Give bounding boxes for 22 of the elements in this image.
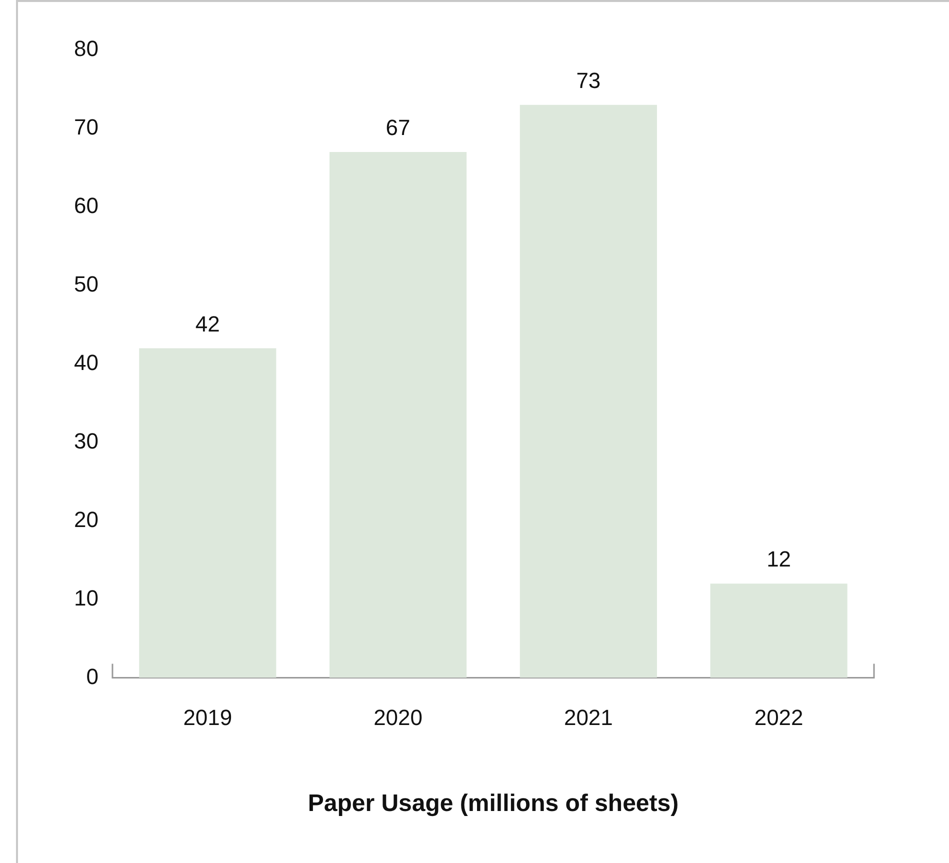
y-tick-label: 60 bbox=[74, 193, 98, 218]
x-axis-title: Paper Usage (millions of sheets) bbox=[308, 790, 679, 818]
y-tick-label: 70 bbox=[74, 114, 98, 140]
x-tick-label: 2020 bbox=[374, 705, 423, 730]
y-tick-label: 80 bbox=[74, 36, 98, 62]
x-tick-label: 2019 bbox=[183, 705, 232, 730]
x-tick-label: 2022 bbox=[754, 705, 804, 730]
y-tick-label: 10 bbox=[74, 585, 98, 610]
y-tick-label: 30 bbox=[74, 428, 98, 454]
y-tick-label: 0 bbox=[86, 664, 98, 689]
bar bbox=[710, 584, 848, 678]
y-tick-label: 40 bbox=[74, 350, 98, 375]
data-label: 42 bbox=[195, 311, 220, 336]
y-tick-label: 50 bbox=[74, 271, 98, 296]
data-label: 67 bbox=[386, 115, 410, 140]
y-tick-label: 20 bbox=[74, 506, 98, 532]
x-tick-label: 2021 bbox=[564, 705, 613, 730]
bar bbox=[330, 152, 467, 678]
bar bbox=[520, 104, 657, 678]
data-label: 12 bbox=[766, 546, 792, 572]
data-label: 73 bbox=[576, 68, 601, 93]
bar bbox=[139, 348, 276, 678]
